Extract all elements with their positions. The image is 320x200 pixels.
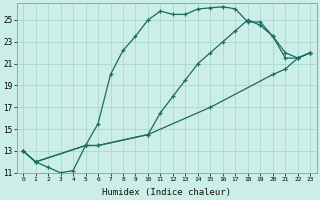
X-axis label: Humidex (Indice chaleur): Humidex (Indice chaleur) [102, 188, 231, 197]
